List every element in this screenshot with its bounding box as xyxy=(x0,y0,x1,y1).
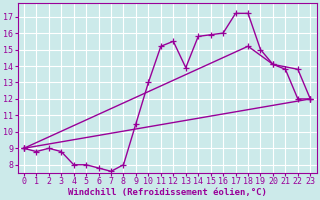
X-axis label: Windchill (Refroidissement éolien,°C): Windchill (Refroidissement éolien,°C) xyxy=(68,188,267,197)
